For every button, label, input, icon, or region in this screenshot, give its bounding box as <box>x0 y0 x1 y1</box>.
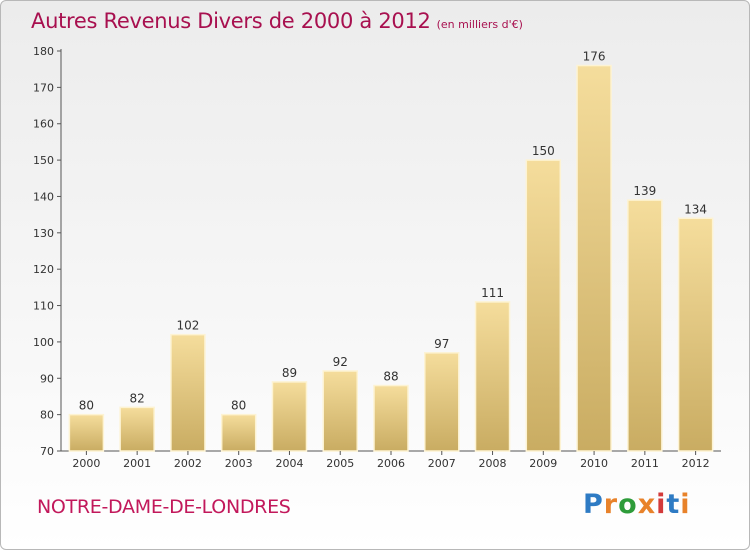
x-tick-label-2000: 2000 <box>72 457 100 470</box>
x-tick-label-2012: 2012 <box>682 457 710 470</box>
x-tick-label-2006: 2006 <box>377 457 405 470</box>
x-tick-label-2009: 2009 <box>529 457 557 470</box>
proxiti-logo-text: Proxiti <box>583 489 691 520</box>
x-tick-label-2005: 2005 <box>326 457 354 470</box>
y-tick-label: 110 <box>33 300 54 313</box>
bar-2012 <box>677 217 714 452</box>
x-tick-label-2002: 2002 <box>174 457 202 470</box>
chart-title: Autres Revenus Divers de 2000 à 2012 (en … <box>31 9 523 33</box>
y-tick-label: 120 <box>33 263 54 276</box>
bar-2004 <box>271 381 308 452</box>
value-label-2005: 92 <box>333 355 348 369</box>
bar-2000 <box>68 413 105 452</box>
y-tick-label: 150 <box>33 154 54 167</box>
chart-subtitle: (en milliers d'€) <box>436 18 523 31</box>
y-tick-label: 140 <box>33 190 54 203</box>
y-tick-label: 100 <box>33 336 54 349</box>
x-tick-label-2007: 2007 <box>428 457 456 470</box>
x-tick-label-2003: 2003 <box>225 457 253 470</box>
value-label-2002: 102 <box>176 319 199 333</box>
y-tick-label: 180 <box>33 45 54 58</box>
y-tick-label: 80 <box>40 409 54 422</box>
value-label-2011: 139 <box>633 184 656 198</box>
bar-2002 <box>170 333 206 452</box>
x-tick-label-2004: 2004 <box>275 457 303 470</box>
bar-2006 <box>373 384 409 452</box>
y-tick-label: 170 <box>33 81 54 94</box>
bar-2005 <box>322 370 358 452</box>
value-label-2012: 134 <box>684 202 707 216</box>
value-label-2004: 89 <box>282 366 297 380</box>
value-label-2006: 88 <box>383 370 398 384</box>
y-tick-label: 130 <box>33 227 54 240</box>
y-tick-label: 70 <box>40 445 54 458</box>
value-label-2000: 80 <box>79 399 94 413</box>
bar-2007 <box>424 352 460 452</box>
bar-2001 <box>119 406 155 452</box>
x-tick-label-2011: 2011 <box>631 457 659 470</box>
value-label-2009: 150 <box>532 144 555 158</box>
town-name: NOTRE-DAME-DE-LONDRES <box>37 496 291 518</box>
x-tick-label-2008: 2008 <box>479 457 507 470</box>
x-tick-label-2010: 2010 <box>580 457 608 470</box>
value-label-2008: 111 <box>481 286 504 300</box>
value-label-2010: 176 <box>583 50 606 64</box>
y-tick-label: 90 <box>40 372 54 385</box>
bar-2009 <box>525 159 562 452</box>
bar-2003 <box>220 413 257 452</box>
x-tick-label-2001: 2001 <box>123 457 151 470</box>
bar-2008 <box>474 301 511 452</box>
value-label-2003: 80 <box>231 399 246 413</box>
y-tick-label: 160 <box>33 118 54 131</box>
value-label-2007: 97 <box>434 337 449 351</box>
value-label-2001: 82 <box>130 391 145 405</box>
bar-2011 <box>627 199 663 452</box>
bar-2010 <box>576 64 612 452</box>
proxiti-logo: Proxiti <box>583 489 691 520</box>
